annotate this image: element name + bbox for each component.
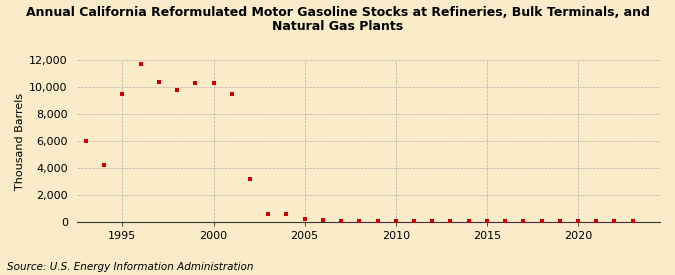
Y-axis label: Thousand Barrels: Thousand Barrels xyxy=(15,92,25,189)
Point xyxy=(536,219,547,224)
Point xyxy=(190,81,200,85)
Point xyxy=(390,219,401,224)
Point xyxy=(335,219,346,224)
Point xyxy=(445,219,456,224)
Point xyxy=(572,219,583,224)
Point xyxy=(372,219,383,224)
Point xyxy=(354,219,364,224)
Point xyxy=(263,211,273,216)
Point xyxy=(281,212,292,216)
Point xyxy=(500,219,510,224)
Point xyxy=(518,219,529,224)
Point xyxy=(244,177,255,181)
Point xyxy=(171,88,182,92)
Point xyxy=(481,219,492,224)
Point xyxy=(99,163,109,167)
Point xyxy=(427,219,437,224)
Point xyxy=(80,139,91,143)
Point xyxy=(226,92,237,96)
Point xyxy=(627,219,638,224)
Point xyxy=(135,62,146,67)
Text: Source: U.S. Energy Information Administration: Source: U.S. Energy Information Administ… xyxy=(7,262,253,272)
Point xyxy=(208,81,219,85)
Point xyxy=(317,218,328,222)
Point xyxy=(153,79,164,84)
Point xyxy=(609,219,620,224)
Text: Annual California Reformulated Motor Gasoline Stocks at Refineries, Bulk Termina: Annual California Reformulated Motor Gas… xyxy=(26,6,649,34)
Point xyxy=(463,219,474,224)
Point xyxy=(117,92,128,96)
Point xyxy=(408,219,419,224)
Point xyxy=(554,219,565,224)
Point xyxy=(299,217,310,221)
Point xyxy=(591,219,601,224)
